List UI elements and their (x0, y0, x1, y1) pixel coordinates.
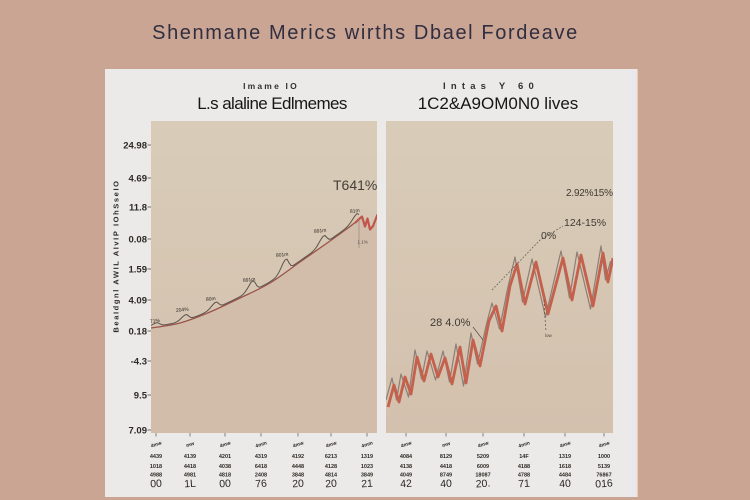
svg-text:5139: 5139 (598, 464, 610, 470)
svg-text:42: 42 (400, 478, 413, 491)
svg-text:T641%: T641% (333, 177, 377, 193)
svg-text:20: 20 (325, 478, 338, 491)
svg-text:4139: 4139 (184, 454, 196, 460)
svg-text:11.8: 11.8 (129, 203, 147, 214)
svg-text:4.09: 4.09 (129, 296, 148, 307)
svg-text:00: 00 (219, 478, 232, 491)
svg-text:4mw: 4mw (325, 440, 338, 449)
svg-text:4418: 4418 (440, 464, 452, 470)
svg-text:mw: mw (441, 441, 451, 449)
svg-text:4319: 4319 (255, 454, 267, 460)
svg-text:4mm: 4mm (361, 440, 374, 449)
svg-text:4448: 4448 (292, 464, 304, 470)
svg-text:4mm: 4mm (255, 440, 268, 449)
svg-text:2408: 2408 (255, 473, 267, 479)
svg-text:L.s alaline Edlmemes: L.s alaline Edlmemes (197, 94, 347, 113)
svg-text:0%: 0% (541, 230, 556, 242)
svg-text:4mw: 4mw (598, 440, 611, 449)
svg-text:18087: 18087 (475, 473, 490, 479)
svg-text:80m: 80m (206, 296, 216, 303)
svg-text:204%: 204% (176, 307, 190, 314)
svg-text:4814: 4814 (325, 473, 338, 479)
svg-text:5209: 5209 (477, 454, 489, 460)
svg-text:28 4.0%: 28 4.0% (430, 317, 471, 329)
svg-text:1319: 1319 (559, 454, 571, 460)
svg-text:40: 40 (440, 478, 453, 491)
svg-text:7.09: 7.09 (129, 426, 148, 437)
svg-text:124-15%: 124-15% (564, 217, 606, 229)
svg-text:low: low (545, 333, 553, 338)
svg-text:1000: 1000 (598, 454, 610, 460)
svg-text:4mw: 4mw (477, 440, 490, 449)
svg-text:8749: 8749 (440, 473, 452, 479)
svg-text:BeaIdgnl AWIL AIvIP IOhSseIO: BeaIdgnl AWIL AIvIP IOhSseIO (112, 179, 121, 332)
svg-text:1023: 1023 (361, 464, 373, 470)
svg-text:00: 00 (150, 478, 163, 491)
svg-text:6418: 6418 (255, 464, 267, 470)
svg-text:4084: 4084 (400, 454, 413, 460)
svg-text:4049: 4049 (400, 473, 412, 479)
svg-text:81m: 81m (350, 208, 360, 215)
svg-text:4mw: 4mw (150, 440, 163, 449)
svg-text:4484: 4484 (559, 473, 572, 479)
svg-text:3848: 3848 (292, 473, 304, 479)
svg-text:4981: 4981 (184, 473, 196, 479)
svg-text:801m: 801m (276, 252, 289, 259)
svg-text:1618: 1618 (559, 464, 571, 470)
svg-text:mw: mw (185, 441, 195, 449)
svg-text:4201: 4201 (219, 454, 231, 460)
svg-text:1.59: 1.59 (129, 265, 148, 276)
svg-text:40: 40 (559, 478, 572, 491)
svg-text:4128: 4128 (325, 464, 337, 470)
svg-text:1018: 1018 (150, 464, 162, 470)
svg-text:4mw: 4mw (400, 440, 413, 449)
svg-text:4439: 4439 (150, 454, 162, 460)
svg-text:20.: 20. (475, 478, 490, 491)
svg-text:4818: 4818 (219, 473, 231, 479)
svg-text:3849: 3849 (361, 473, 373, 479)
svg-text:1319: 1319 (361, 454, 373, 460)
svg-text:4138: 4138 (400, 464, 412, 470)
svg-text:2.92%15%: 2.92%15% (566, 188, 613, 199)
svg-text:24.98: 24.98 (123, 141, 147, 152)
svg-text:6009: 6009 (477, 464, 489, 470)
svg-text:1L: 1L (184, 478, 197, 491)
svg-text:4788: 4788 (518, 473, 530, 479)
svg-text:4mw: 4mw (292, 440, 305, 449)
svg-text:4418: 4418 (184, 464, 196, 470)
svg-text:6213: 6213 (325, 454, 337, 460)
svg-text:1C2&A9OM0N0 lives: 1C2&A9OM0N0 lives (418, 94, 579, 113)
svg-text:76867: 76867 (596, 473, 611, 479)
svg-text:71: 71 (518, 478, 531, 491)
svg-text:1.1%: 1.1% (358, 240, 368, 245)
svg-text:-4.3: -4.3 (131, 357, 147, 368)
svg-text:4038: 4038 (219, 464, 231, 470)
svg-text:891m: 891m (314, 228, 327, 235)
svg-text:76: 76 (255, 478, 268, 491)
svg-text:4988: 4988 (150, 473, 162, 479)
svg-text:016: 016 (595, 477, 613, 490)
svg-text:4mw: 4mw (559, 440, 572, 449)
svg-text:4.69: 4.69 (129, 174, 148, 185)
svg-text:8129: 8129 (440, 454, 452, 460)
svg-text:Imame IO: Imame IO (243, 81, 299, 91)
svg-text:21: 21 (361, 478, 374, 491)
svg-text:0.18: 0.18 (129, 327, 148, 338)
svg-text:0.08: 0.08 (129, 235, 148, 246)
svg-text:4192: 4192 (292, 454, 304, 460)
svg-text:4mw: 4mw (219, 440, 232, 449)
svg-text:20: 20 (292, 478, 305, 491)
svg-text:891m: 891m (243, 277, 256, 284)
svg-text:4mm: 4mm (518, 440, 531, 449)
svg-text:4188: 4188 (518, 464, 530, 470)
svg-text:14F: 14F (519, 454, 529, 460)
svg-text:9.5: 9.5 (134, 391, 148, 402)
svg-text:Intas Y 60: Intas Y 60 (443, 81, 539, 92)
svg-text:71%: 71% (150, 318, 161, 325)
